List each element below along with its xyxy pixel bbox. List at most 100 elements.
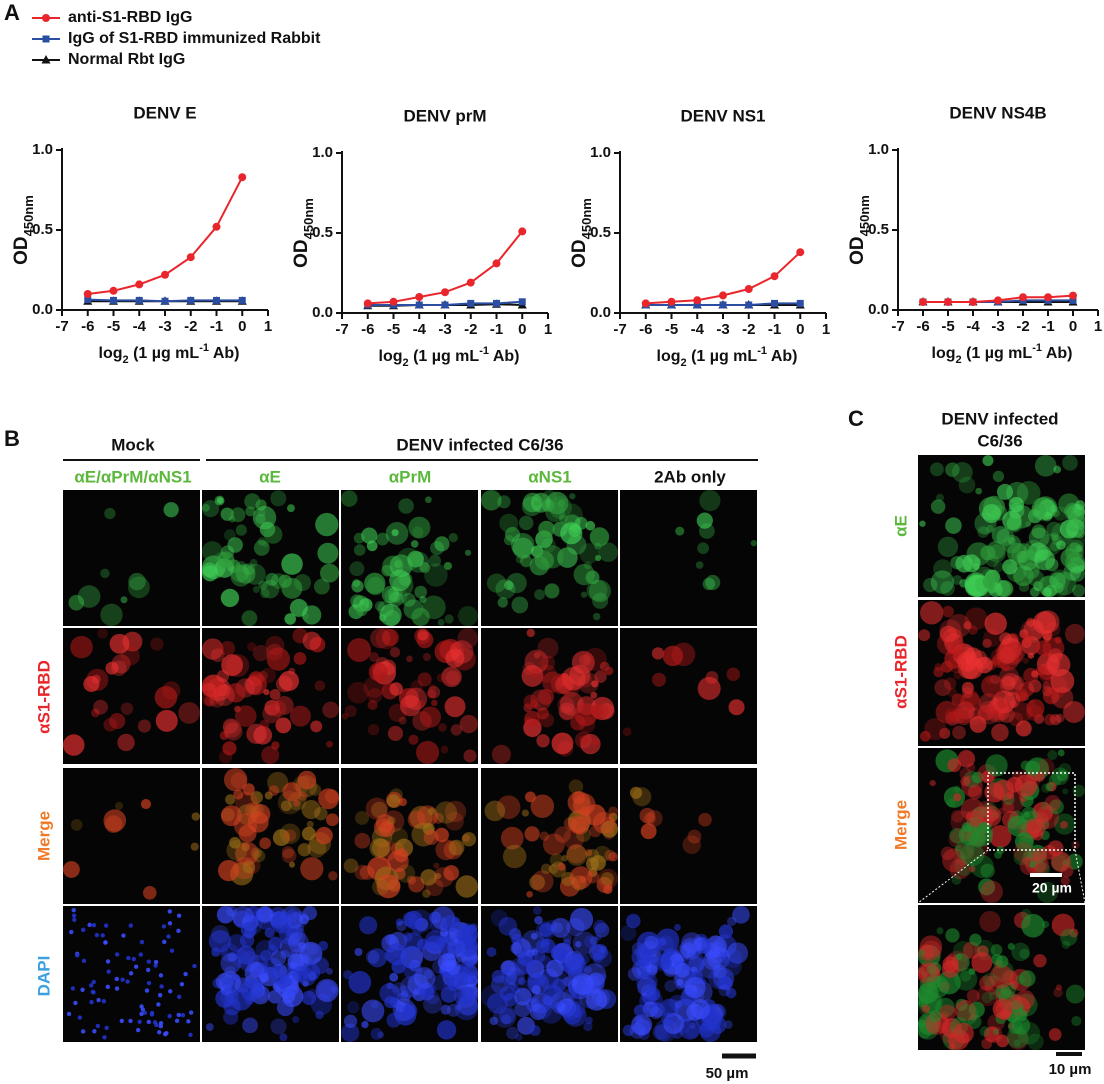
cell — [992, 690, 1016, 714]
point — [796, 248, 805, 257]
cell — [341, 1023, 360, 1042]
cell — [315, 978, 339, 1002]
cell — [220, 953, 242, 974]
cell — [953, 1022, 974, 1044]
scale-label: 50 µm — [706, 1065, 749, 1082]
x-tick-label: 1 — [544, 321, 552, 338]
cell — [367, 688, 383, 704]
zoom-box — [987, 772, 1076, 851]
cell — [945, 462, 960, 477]
cell — [1020, 760, 1031, 771]
row-label: αS1-RBD — [891, 635, 910, 709]
cell — [408, 909, 433, 934]
cell — [569, 493, 576, 500]
cell — [557, 1003, 566, 1012]
cell — [220, 507, 234, 521]
cell — [935, 700, 959, 724]
cell — [594, 845, 611, 863]
cell — [257, 537, 266, 546]
cell — [538, 922, 554, 938]
cell — [353, 544, 366, 556]
cell — [554, 826, 571, 843]
cell — [80, 987, 85, 993]
cell — [451, 652, 459, 659]
cell — [432, 812, 444, 824]
cell — [999, 632, 1012, 645]
cell — [100, 603, 123, 627]
cell — [229, 836, 241, 849]
cell — [944, 708, 958, 721]
cell — [262, 541, 269, 548]
cell — [409, 805, 433, 829]
point — [719, 301, 727, 309]
micrograph — [341, 490, 478, 627]
cell — [363, 676, 385, 698]
cell — [533, 950, 546, 963]
cell — [487, 992, 508, 1014]
y-tick-label: 1.0 — [590, 144, 611, 161]
micrograph — [620, 768, 757, 904]
cell — [158, 1024, 164, 1029]
cell — [1026, 699, 1045, 718]
row-label: Merge — [34, 811, 53, 861]
cell — [965, 809, 984, 827]
cell — [115, 952, 120, 957]
cell — [1002, 510, 1022, 531]
cell — [649, 1002, 665, 1018]
point — [415, 293, 424, 301]
cell — [315, 826, 333, 845]
cell — [1003, 564, 1012, 573]
x-title-part: 2 — [403, 357, 409, 369]
y-tick-label: 0.5 — [868, 221, 889, 238]
cell — [139, 1004, 144, 1009]
cell — [490, 909, 508, 927]
cell — [414, 585, 427, 599]
x-title-part: -1 — [1032, 342, 1042, 354]
cell — [504, 963, 521, 979]
cell — [595, 555, 602, 562]
point — [1044, 293, 1052, 302]
y-axis-title: OD450nm — [569, 198, 594, 268]
cell — [138, 952, 144, 957]
point — [518, 298, 526, 306]
cell — [314, 806, 328, 821]
cell — [220, 948, 229, 956]
cell — [980, 863, 995, 879]
cell — [73, 1000, 78, 1006]
cell — [248, 671, 264, 687]
cell — [583, 963, 607, 987]
cell — [423, 969, 433, 980]
cell — [502, 844, 527, 869]
cell — [259, 837, 271, 850]
cell — [402, 911, 418, 927]
cell — [561, 854, 568, 862]
cell — [723, 957, 742, 976]
cell — [167, 1013, 172, 1019]
cell — [577, 672, 600, 694]
cell — [953, 671, 962, 680]
cell — [532, 906, 542, 915]
cell — [550, 945, 567, 962]
cell — [974, 512, 997, 535]
cell — [538, 664, 557, 683]
x-tick-label: 0 — [796, 321, 804, 338]
cell — [946, 950, 969, 973]
cell — [1072, 584, 1085, 597]
cell — [992, 960, 1014, 983]
x-tick-label: -7 — [891, 318, 904, 335]
point — [415, 301, 423, 309]
cell — [981, 675, 1004, 698]
cell — [523, 703, 533, 713]
cell — [572, 931, 596, 955]
cell — [961, 681, 974, 695]
cell — [687, 829, 702, 844]
cell — [984, 782, 1005, 803]
cell — [313, 578, 330, 595]
cell — [1008, 994, 1024, 1010]
cell — [183, 971, 188, 977]
cell — [179, 982, 185, 987]
row-label: αS1-RBD — [34, 660, 53, 734]
cell — [985, 809, 999, 822]
x-tick-label: -5 — [387, 321, 400, 338]
cell — [598, 542, 618, 562]
